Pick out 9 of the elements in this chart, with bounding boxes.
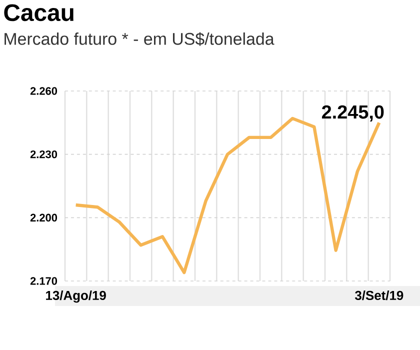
y-tick-label: 2.260 bbox=[30, 87, 58, 95]
y-tick-label: 2.230 bbox=[30, 150, 58, 158]
chart-title: Cacau bbox=[4, 4, 74, 22]
y-tick-label: 2.200 bbox=[30, 214, 58, 222]
data-label: 2.245,0 bbox=[322, 105, 384, 122]
x-tick-label: 3/Set/19 bbox=[354, 290, 404, 300]
y-tick-label: 2.170 bbox=[30, 277, 58, 285]
chart-subtitle: Mercado futuro * - em US$/tonelada bbox=[4, 32, 274, 46]
x-tick-label: 13/Ago/19 bbox=[46, 290, 106, 303]
